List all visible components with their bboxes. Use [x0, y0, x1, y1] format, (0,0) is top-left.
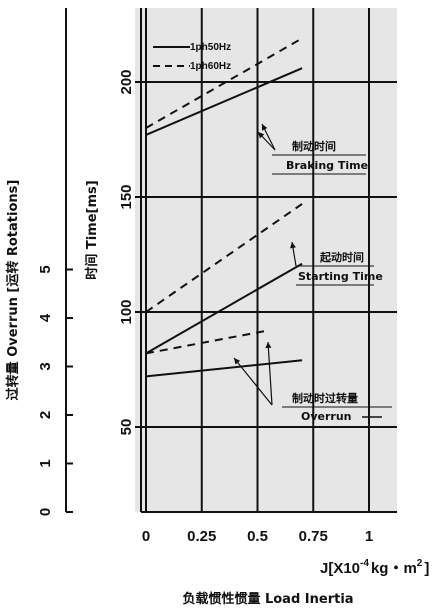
bottom-title: 负载惯性惯量 Load Inertia: [182, 591, 353, 607]
y-time-tick-label: 150: [118, 184, 135, 209]
starting-time-cn: 起动时间: [319, 250, 364, 264]
pointer-overrun-solid-head: [234, 358, 241, 365]
axes: 00.250.50.75150100150200250012345: [37, 8, 397, 545]
overrun-en: Overrun: [301, 410, 352, 423]
overrun-cn: 制动时过转量: [292, 391, 358, 405]
y-overrun-tick-label: 5: [37, 265, 54, 273]
y-overrun-tick-label: 1: [37, 459, 54, 467]
x-tick-label: 0: [142, 528, 150, 545]
y-axis-overrun-title: 过转量 Overrun [运转 Rotations]: [5, 180, 21, 401]
legend-label-60hz: 1ph60Hz: [190, 61, 231, 72]
pointer-braking-solid-head: [262, 124, 268, 131]
series-line-braking_time-60hz: [145, 37, 303, 129]
x-axis-title-sq: 2: [417, 558, 423, 569]
y-time-tick-label: 50: [118, 419, 135, 436]
annotation-pointers: [233, 123, 297, 406]
legend: 1ph50Hz 1ph60Hz: [153, 42, 231, 72]
x-axis-title-close: ]: [424, 560, 429, 577]
pointer-overrun-dashed-head: [265, 342, 272, 349]
series-line-starting_time-60hz: [145, 203, 303, 313]
x-tick-label: 0.25: [187, 528, 216, 545]
pointer-braking-dashed-head: [258, 132, 265, 139]
x-tick-label: 0.5: [247, 528, 268, 545]
x-axis-title-base: J[X10: [320, 560, 360, 577]
pointer-starting-head: [290, 242, 296, 249]
y-overrun-tick-label: 3: [37, 362, 54, 370]
x-axis-title-unit: kg・m: [371, 560, 417, 577]
y-overrun-tick-label: 4: [37, 313, 54, 322]
series-line-overrun-60hz: [145, 329, 269, 355]
y-time-tick-label: 100: [118, 299, 135, 324]
series-line-overrun-50hz: [145, 359, 303, 378]
pointer-overrun-solid: [233, 357, 273, 406]
y-overrun-tick-label: 0: [37, 508, 54, 516]
x-axis-title-exp: -4: [360, 558, 369, 569]
y-axis-time-title: 时间 Time[ms]: [84, 180, 100, 279]
x-axis-title: J[X10-4 kg・m2]: [320, 558, 429, 577]
annotation-braking: 制动时间 Braking Time: [272, 139, 368, 175]
grid: [135, 8, 397, 512]
braking-time-en: Braking Time: [286, 159, 368, 172]
y-time-tick-label: 200: [118, 69, 135, 94]
braking-time-cn: 制动时间: [292, 139, 336, 153]
y-overrun-tick-label: 2: [37, 411, 54, 419]
pointer-overrun-dashed: [267, 341, 273, 406]
x-tick-label: 1: [365, 528, 373, 545]
annotation-starting: 起动时间 Starting Time: [296, 250, 383, 286]
series-group: [145, 37, 303, 378]
legend-label-50hz: 1ph50Hz: [190, 42, 231, 53]
starting-time-en: Starting Time: [298, 270, 383, 283]
series-line-starting_time-50hz: [145, 262, 303, 355]
x-tick-label: 0.75: [299, 528, 328, 545]
series-line-braking_time-50hz: [145, 67, 303, 136]
annotation-overrun: 制动时过转量 Overrun: [282, 391, 392, 423]
